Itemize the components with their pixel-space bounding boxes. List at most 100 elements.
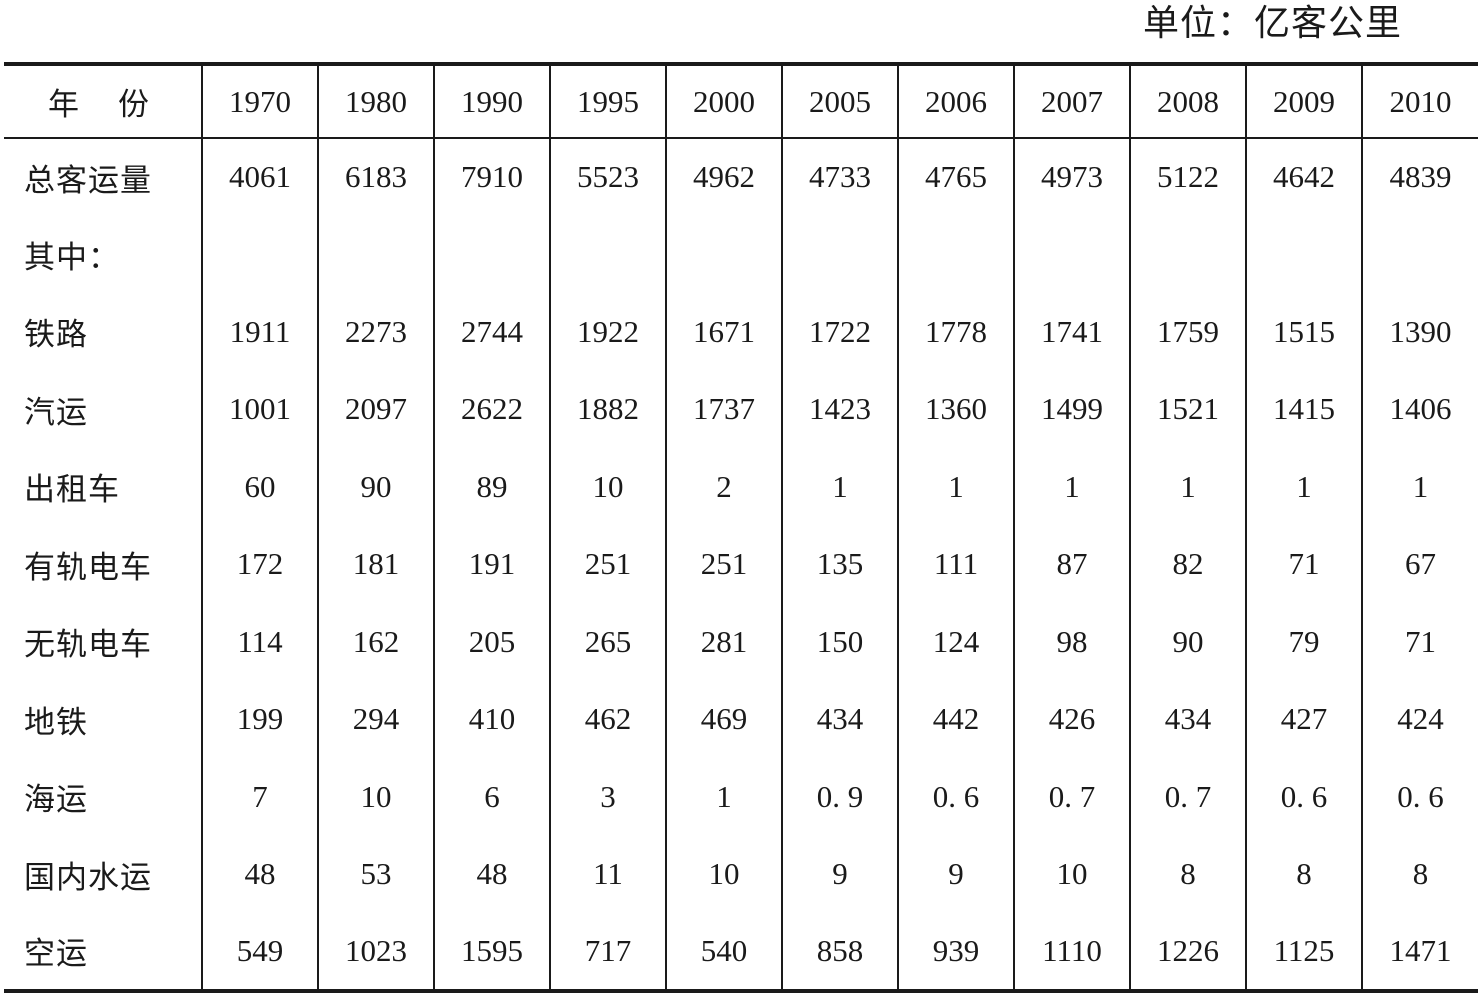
table-cell: 426 bbox=[1013, 680, 1130, 758]
year-header: 2000 bbox=[665, 64, 782, 139]
table-cell: 98 bbox=[1013, 603, 1130, 681]
table-cell bbox=[897, 215, 1014, 293]
table-cell: 60 bbox=[201, 448, 318, 526]
table-cell: 8 bbox=[1129, 835, 1246, 913]
table-cell: 1737 bbox=[665, 370, 782, 448]
table-cell: 434 bbox=[1129, 680, 1246, 758]
header-row: 年份 1970 1980 1990 1995 2000 2005 2006 20… bbox=[4, 64, 1478, 139]
row-label: 铁路 bbox=[24, 317, 88, 354]
table-cell: 4962 bbox=[665, 138, 782, 216]
table-cell: 858 bbox=[781, 913, 898, 991]
row-label: 汽运 bbox=[24, 394, 88, 431]
year-header: 2007 bbox=[1013, 64, 1130, 139]
year-header: 2010 bbox=[1361, 64, 1478, 139]
table-cell: 1 bbox=[1013, 448, 1130, 526]
year-header: 1990 bbox=[433, 64, 550, 139]
table-cell bbox=[1129, 215, 1246, 293]
table-cell: 4973 bbox=[1013, 138, 1130, 216]
table-cell: 1671 bbox=[665, 293, 782, 371]
table-cell: 90 bbox=[1129, 603, 1246, 681]
table-cell: 162 bbox=[317, 603, 434, 681]
table-cell: 4733 bbox=[781, 138, 898, 216]
table-cell: 1911 bbox=[201, 293, 318, 371]
table-cell: 1922 bbox=[549, 293, 666, 371]
table-cell bbox=[317, 215, 434, 293]
table-cell: 1 bbox=[665, 758, 782, 836]
table-cell: 1001 bbox=[201, 370, 318, 448]
table-cell bbox=[1245, 215, 1362, 293]
table-row: 汽运 1001 2097 2622 1882 1737 1423 1360 1499 1521 14… bbox=[4, 370, 1478, 448]
row-label: 有轨电车 bbox=[24, 549, 152, 586]
table-cell bbox=[433, 215, 550, 293]
row-label: 其中： bbox=[24, 239, 120, 276]
table-cell: 1423 bbox=[781, 370, 898, 448]
table-cell: 4839 bbox=[1361, 138, 1478, 216]
table-cell: 87 bbox=[1013, 525, 1130, 603]
table-cell: 1499 bbox=[1013, 370, 1130, 448]
table-cell: 135 bbox=[781, 525, 898, 603]
table-cell: 48 bbox=[201, 835, 318, 913]
table-cell: 6183 bbox=[317, 138, 434, 216]
year-header: 2009 bbox=[1245, 64, 1362, 139]
row-label: 无轨电车 bbox=[24, 627, 152, 664]
table-cell: 10 bbox=[665, 835, 782, 913]
table-row: 铁路 1911 2273 2744 1922 1671 1722 1778 1741 1759 15… bbox=[4, 293, 1478, 371]
table-cell: 5122 bbox=[1129, 138, 1246, 216]
table-cell: 462 bbox=[549, 680, 666, 758]
table-cell: 1471 bbox=[1361, 913, 1478, 991]
table-cell: 2097 bbox=[317, 370, 434, 448]
table-cell bbox=[781, 215, 898, 293]
table-cell: 199 bbox=[201, 680, 318, 758]
table-cell: 540 bbox=[665, 913, 782, 991]
row-label: 出租车 bbox=[24, 472, 120, 509]
table-cell: 8 bbox=[1245, 835, 1362, 913]
table-cell: 410 bbox=[433, 680, 550, 758]
table-cell: 71 bbox=[1361, 603, 1478, 681]
year-header: 1980 bbox=[317, 64, 434, 139]
table-cell: 1226 bbox=[1129, 913, 1246, 991]
table-row: 出租车 60 90 89 10 2 1 1 1 1 1 1 bbox=[4, 448, 1478, 526]
table-cell bbox=[1361, 215, 1478, 293]
table-cell: 717 bbox=[549, 913, 666, 991]
table-cell: 549 bbox=[201, 913, 318, 991]
table-cell: 1360 bbox=[897, 370, 1014, 448]
table-cell: 89 bbox=[433, 448, 550, 526]
table-cell: 181 bbox=[317, 525, 434, 603]
table-cell: 172 bbox=[201, 525, 318, 603]
table-cell: 67 bbox=[1361, 525, 1478, 603]
row-label: 国内水运 bbox=[24, 859, 152, 896]
table-cell: 294 bbox=[317, 680, 434, 758]
table-cell: 53 bbox=[317, 835, 434, 913]
table-cell bbox=[201, 215, 318, 293]
header-label-left: 年 bbox=[48, 87, 80, 123]
table-cell: 79 bbox=[1245, 603, 1362, 681]
table-row: 空运 549 1023 1595 717 540 858 939 1110 1226 1125 147… bbox=[4, 913, 1478, 991]
table-cell: 9 bbox=[781, 835, 898, 913]
table-cell: 1 bbox=[1361, 448, 1478, 526]
table-cell: 1521 bbox=[1129, 370, 1246, 448]
unit-label: 单位：亿客公里 bbox=[1142, 3, 1402, 44]
table-cell bbox=[1013, 215, 1130, 293]
table-row: 地铁 199 294 410 462 469 434 442 426 434 427 424 bbox=[4, 680, 1478, 758]
table-cell: 150 bbox=[781, 603, 898, 681]
table-cell: 1110 bbox=[1013, 913, 1130, 991]
table-row: 总客运量 4061 6183 7910 5523 4962 4733 4765 4973 5122… bbox=[4, 138, 1478, 216]
year-header: 1995 bbox=[549, 64, 666, 139]
table-cell: 2 bbox=[665, 448, 782, 526]
table-row: 有轨电车 172 181 191 251 251 135 111 87 82 71 67 bbox=[4, 525, 1478, 603]
table-cell: 2744 bbox=[433, 293, 550, 371]
table-cell: 90 bbox=[317, 448, 434, 526]
table-cell: 71 bbox=[1245, 525, 1362, 603]
table-cell: 1 bbox=[1245, 448, 1362, 526]
table-cell: 1722 bbox=[781, 293, 898, 371]
table-cell: 1759 bbox=[1129, 293, 1246, 371]
table-row: 海运 7 10 6 3 1 0. 9 0. 6 0. 7 0. 7 0. 6 0. 6 bbox=[4, 758, 1478, 836]
table-cell: 1515 bbox=[1245, 293, 1362, 371]
table-cell: 7910 bbox=[433, 138, 550, 216]
table-cell: 1595 bbox=[433, 913, 550, 991]
table-cell: 1882 bbox=[549, 370, 666, 448]
year-header: 2005 bbox=[781, 64, 898, 139]
table-cell: 205 bbox=[433, 603, 550, 681]
table-cell: 251 bbox=[549, 525, 666, 603]
table-cell: 251 bbox=[665, 525, 782, 603]
